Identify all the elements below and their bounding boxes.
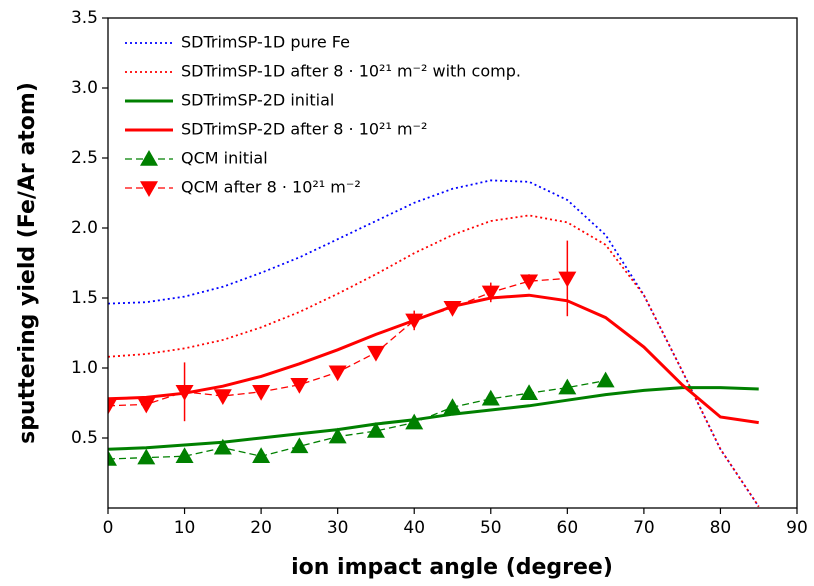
marker	[405, 413, 424, 430]
y-tick-label: 3.0	[71, 78, 98, 98]
legend-label: SDTrimSP-1D pure Fe	[181, 33, 350, 52]
marker	[175, 447, 194, 463]
series-line	[108, 293, 759, 425]
marker	[443, 301, 462, 317]
marker	[290, 437, 309, 454]
marker	[290, 378, 309, 394]
marker	[108, 399, 117, 415]
marker	[366, 422, 385, 438]
x-tick-label: 10	[174, 518, 196, 538]
y-tick-label: 1.5	[71, 288, 98, 308]
legend-label: SDTrimSP-2D after 8 · 10²¹ m⁻²	[181, 120, 427, 139]
x-tick-label: 20	[250, 518, 272, 538]
x-tick-label: 0	[103, 518, 114, 538]
series-line	[108, 379, 606, 460]
marker	[213, 438, 232, 455]
y-tick-label: 2.5	[71, 148, 98, 168]
marker	[175, 385, 194, 401]
marker	[137, 397, 156, 414]
x-tick-label: 80	[710, 518, 732, 538]
marker	[328, 427, 347, 444]
y-axis-label: sputtering yield (Fe/Ar atom)	[15, 82, 40, 444]
marker	[558, 378, 577, 395]
series-line	[108, 214, 760, 508]
y-tick-label: 3.5	[71, 8, 98, 28]
marker	[481, 285, 500, 302]
legend-label: SDTrimSP-1D after 8 · 10²¹ m⁻² with comp…	[181, 62, 521, 81]
x-axis-label: ion impact angle (degree)	[291, 555, 613, 580]
legend-label: QCM initial	[181, 149, 268, 168]
legend-marker	[140, 181, 158, 197]
plot-area	[108, 179, 760, 508]
series-line	[108, 179, 760, 508]
series-line	[108, 386, 759, 451]
marker	[596, 371, 615, 388]
legend-label: SDTrimSP-2D initial	[181, 91, 334, 110]
marker	[481, 389, 500, 406]
marker	[520, 384, 539, 400]
x-tick-label: 50	[480, 518, 502, 538]
x-tick-label: 60	[557, 518, 579, 538]
legend-marker	[140, 150, 158, 166]
axes-frame	[107, 17, 798, 509]
marker	[520, 274, 539, 291]
y-tick-label: 0.5	[71, 428, 98, 448]
x-tick-label: 30	[327, 518, 349, 538]
marker	[328, 365, 347, 382]
marker	[137, 448, 156, 465]
marker	[558, 271, 577, 288]
legend-label: QCM after 8 · 10²¹ m⁻²	[181, 178, 361, 197]
marker	[443, 398, 462, 414]
marker	[108, 450, 117, 466]
marker	[252, 447, 271, 463]
y-tick-label: 2.0	[71, 218, 98, 238]
y-tick-label: 1.0	[71, 358, 98, 378]
x-tick-label: 90	[786, 518, 808, 538]
x-tick-label: 40	[403, 518, 425, 538]
x-tick-label: 70	[633, 518, 655, 538]
marker	[213, 389, 232, 405]
marker	[405, 313, 424, 330]
marker	[366, 345, 385, 362]
marker	[252, 385, 271, 401]
